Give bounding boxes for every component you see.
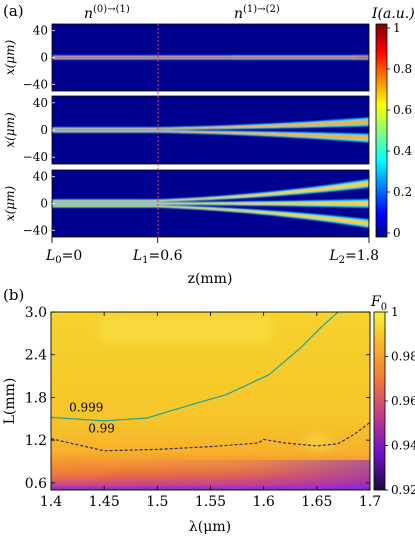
y-tick-label: 0 bbox=[40, 197, 48, 211]
x-tick-label: 1.5 bbox=[146, 494, 168, 510]
beam-lobe-core bbox=[52, 130, 369, 141]
colorbar-a-tick-label: 0.4 bbox=[393, 144, 412, 158]
colorbar-b-label-sub: 0 bbox=[381, 302, 387, 313]
y-tick-label: 1.8 bbox=[25, 390, 47, 406]
panel-a-y-labels: 40 0 −40 x(μm) 40 0 −40 x(μm) 40 0 −40 x(μm) bbox=[3, 24, 48, 238]
region-label-left: n(0)→(1) bbox=[84, 4, 130, 22]
x-tick-label: 1.45 bbox=[89, 494, 120, 510]
panel-b-contours: 0.999 0.99 bbox=[51, 312, 370, 452]
beam-lobe-outer bbox=[52, 117, 369, 130]
beam-lobe-core bbox=[52, 119, 369, 130]
y-tick-label: 40 bbox=[33, 24, 48, 38]
x-tick-label: 1.6 bbox=[253, 494, 275, 510]
colorbar-b-ticks: 1 0.98 0.96 0.94 0.92 bbox=[385, 305, 415, 497]
panel-b-field: 0.999 0.99 bbox=[51, 312, 370, 490]
y-tick-label: 40 bbox=[33, 96, 48, 110]
beam-group bbox=[52, 179, 369, 228]
contour-0.999 bbox=[51, 312, 339, 422]
svg-text:n(1)→(2): n(1)→(2) bbox=[234, 4, 280, 22]
beam-group bbox=[52, 117, 369, 143]
x-tick-label: L1=0.6 bbox=[132, 248, 183, 266]
beam-lobe-core bbox=[52, 181, 369, 202]
y-tick-label: −40 bbox=[23, 77, 48, 91]
beam-group bbox=[52, 55, 369, 60]
y-tick-label: 0 bbox=[40, 51, 48, 65]
x-tick-label: 1.55 bbox=[195, 494, 226, 510]
colorbar-a-tick-label: 0.6 bbox=[393, 103, 412, 117]
colorbar-a-ticks: 1 0.8 0.6 0.4 0.2 0 bbox=[387, 21, 412, 240]
beam-lobe-core bbox=[52, 56, 369, 59]
x-tick-label: L2=1.8 bbox=[328, 248, 379, 266]
region-right-n: n bbox=[234, 6, 243, 22]
region-left-sup: (0)→(1) bbox=[93, 4, 130, 15]
colorbar-b-tick-label: 0.94 bbox=[391, 439, 415, 453]
colorbar-a bbox=[375, 23, 388, 238]
y-tick-label: 0 bbox=[40, 123, 48, 137]
y-tick-label: 0.6 bbox=[25, 476, 47, 492]
panel-a-label: (a) bbox=[3, 2, 24, 20]
x-tick-label: 1.7 bbox=[359, 494, 381, 510]
x-tick-label: 1.65 bbox=[301, 494, 332, 510]
y-tick-label: −40 bbox=[23, 223, 48, 237]
panel-b-y-label: L(mm) bbox=[2, 378, 18, 425]
contour-label-0.999: 0.999 bbox=[69, 400, 103, 414]
beam-lobe-core bbox=[52, 205, 369, 226]
heatmap-row-3 bbox=[52, 170, 369, 237]
svg-text:n(0)→(1): n(0)→(1) bbox=[84, 4, 130, 22]
region-label-right: n(1)→(2) bbox=[234, 4, 280, 22]
y-tick-label: 3.0 bbox=[25, 305, 47, 321]
colorbar-a-tick-label: 0.8 bbox=[393, 62, 412, 76]
panel-a-y-label: x(μm) bbox=[3, 112, 17, 148]
heatmap-background bbox=[52, 96, 369, 164]
region-left-n: n bbox=[84, 6, 93, 22]
colorbar-a-tick-label: 0 bbox=[393, 226, 401, 240]
panel-a-y-label: x(μm) bbox=[3, 40, 17, 76]
panel-a-heatmaps bbox=[51, 23, 370, 238]
panel-a-x-ticks: L0=0 L1=0.6 L2=1.8 bbox=[45, 237, 379, 266]
panel-b-x-label: λ(μm) bbox=[189, 519, 231, 535]
colorbar-a-label: I(a.u.) bbox=[371, 6, 415, 22]
colorbar-b-label-main: F bbox=[370, 294, 382, 310]
panel-a-x-label: z(mm) bbox=[188, 271, 233, 287]
beam-lobe-core bbox=[52, 201, 369, 206]
colorbar-b-tick-label: 1 bbox=[391, 305, 399, 319]
beam-lobe-outer bbox=[52, 130, 369, 143]
panel-b-ticks: 1.4 1.45 1.5 1.55 1.6 1.65 1.7 0.6 1.2 1.8 2.4 3.0 bbox=[25, 305, 381, 510]
x-tick-label: L0=0 bbox=[45, 248, 82, 266]
colorbar-b-tick-label: 0.96 bbox=[391, 394, 415, 408]
colorbar-b-tick-label: 0.98 bbox=[391, 350, 415, 364]
colorbar-a-tick-label: 0.2 bbox=[393, 185, 412, 199]
y-tick-label: 1.2 bbox=[25, 433, 47, 449]
heatmap-row-2 bbox=[52, 96, 369, 164]
colorbar-a-tick-label: 1 bbox=[393, 21, 401, 35]
contour-label-0.99: 0.99 bbox=[88, 422, 115, 436]
y-tick-label: 40 bbox=[33, 170, 48, 184]
panel-a-y-label: x(μm) bbox=[3, 186, 17, 222]
colorbar-b-label: F0 bbox=[370, 294, 387, 313]
region-right-sup: (1)→(2) bbox=[243, 4, 280, 15]
y-tick-label: 2.4 bbox=[25, 348, 47, 364]
y-tick-label: −40 bbox=[23, 150, 48, 164]
contour-0.99 bbox=[51, 421, 370, 452]
x-tick-label: 1.4 bbox=[40, 494, 62, 510]
heatmap-row-1 bbox=[52, 24, 369, 91]
colorbar-b-tick-label: 0.92 bbox=[391, 483, 415, 497]
panel-b-label: (b) bbox=[3, 286, 24, 304]
colorbar-b bbox=[373, 311, 386, 491]
